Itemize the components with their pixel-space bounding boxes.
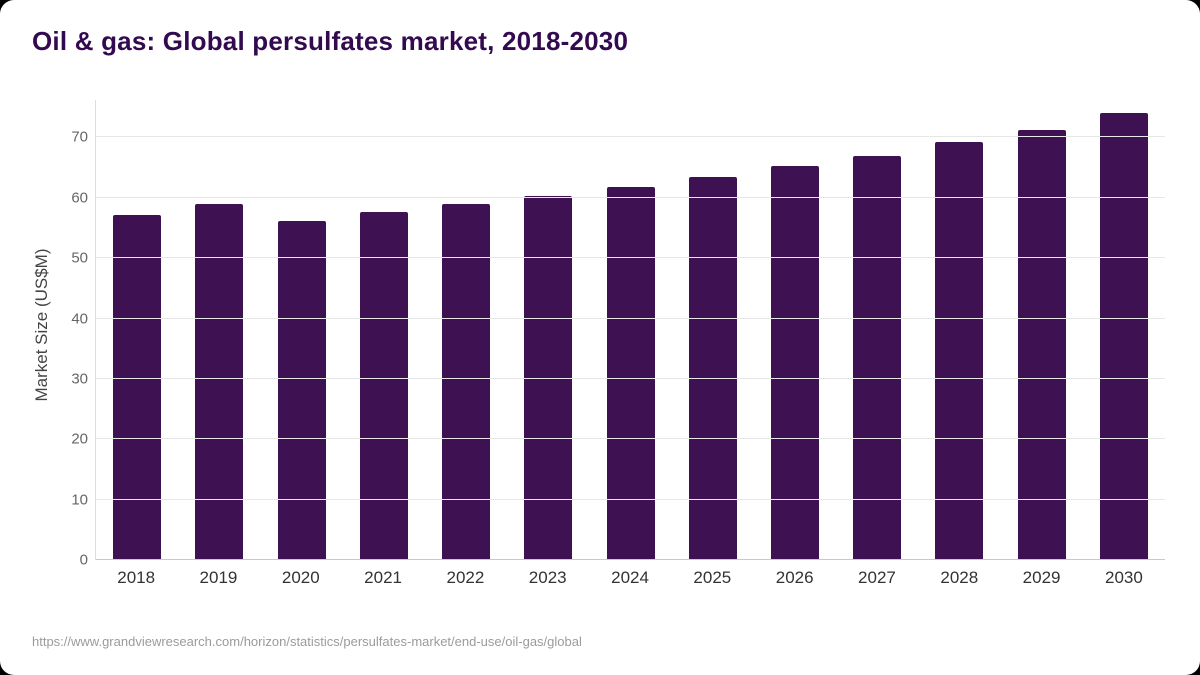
bar-slot [507, 100, 589, 560]
y-tick-label: 10 [71, 491, 88, 509]
bar-slot [1083, 100, 1165, 560]
y-tick-label: 40 [71, 310, 88, 328]
y-tick-label: 30 [71, 370, 88, 388]
x-tick-label: 2027 [858, 568, 896, 587]
gridline [96, 438, 1165, 440]
bar-2022 [442, 203, 491, 560]
chart-title: Oil & gas: Global persulfates market, 20… [32, 26, 629, 56]
y-tick-label: 70 [71, 128, 88, 146]
bar-slot [96, 100, 178, 560]
bar-2028 [935, 141, 984, 560]
bar-2025 [688, 176, 737, 560]
bar-slot [425, 100, 507, 560]
bar-slot [178, 100, 260, 560]
x-tick-label: 2025 [693, 568, 732, 587]
gridline [96, 377, 1165, 379]
gridline [96, 498, 1165, 500]
x-tick-label: 2028 [940, 568, 979, 587]
plot-area [95, 100, 1165, 560]
bar-slot [260, 100, 342, 560]
bars-row [96, 100, 1165, 560]
y-tick-label: 50 [71, 249, 88, 267]
x-tick-label: 2019 [199, 568, 238, 587]
x-tick-label: 2018 [117, 568, 156, 587]
gridline [96, 196, 1165, 198]
bar-2021 [359, 212, 408, 560]
bar-2027 [853, 155, 902, 560]
gridline [96, 317, 1165, 319]
y-tick-label: 60 [71, 189, 88, 207]
x-tick-label: 2030 [1104, 568, 1143, 587]
gridline [96, 136, 1165, 138]
bar-2030 [1099, 113, 1148, 560]
x-tick-label: 2026 [775, 568, 814, 587]
bar-2029 [1017, 129, 1066, 560]
x-tick-label: 2021 [364, 568, 402, 587]
bar-slot [343, 100, 425, 560]
gridline [96, 257, 1165, 259]
gridline [96, 559, 1165, 560]
x-tick-label: 2022 [446, 568, 485, 587]
bar-slot [918, 100, 1000, 560]
x-tick-label: 2020 [281, 568, 320, 587]
source-url: https://www.grandviewresearch.com/horizo… [32, 634, 582, 649]
x-tick-label: 2024 [611, 568, 649, 587]
x-tick-label: 2023 [528, 568, 567, 587]
bar-2018 [113, 215, 162, 560]
x-axis-labels: 2018 2019 2020 2021 2022 2023 2024 2025 2026 2027… [95, 568, 1165, 588]
x-tick-label: 2029 [1022, 568, 1061, 587]
bar-2024 [606, 186, 655, 560]
bar-slot [1001, 100, 1083, 560]
bar-2026 [770, 166, 819, 560]
y-axis-ticks: 0 10 20 30 40 50 60 70 [0, 100, 88, 569]
bar-slot [754, 100, 836, 560]
bar-slot [589, 100, 671, 560]
bar-2020 [277, 220, 326, 560]
bar-slot [836, 100, 918, 560]
bar-2019 [195, 203, 244, 560]
y-tick-label: 0 [79, 551, 88, 569]
y-tick-label: 20 [71, 430, 88, 448]
bar-slot [672, 100, 754, 560]
